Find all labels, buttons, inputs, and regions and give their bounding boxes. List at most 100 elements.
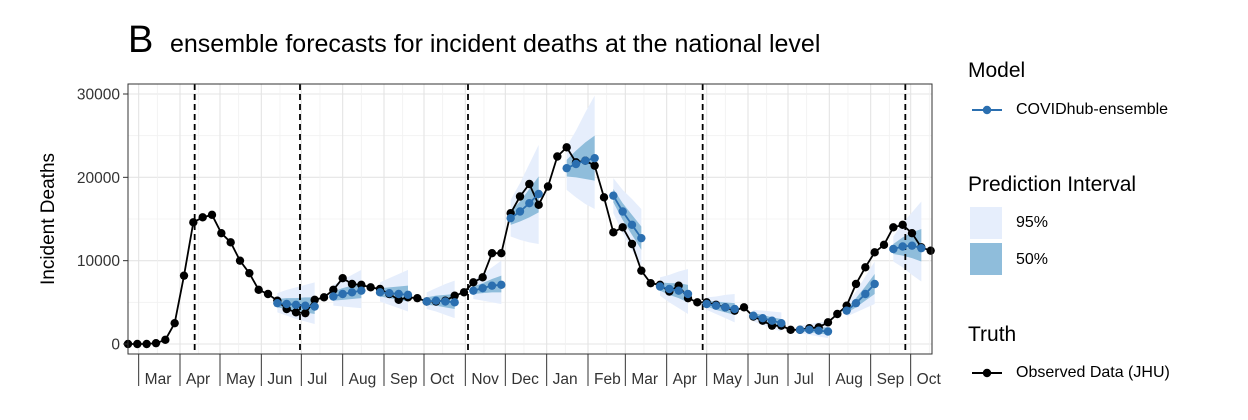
ensemble-line [426,299,455,304]
x-tick-label: Jun [754,371,779,388]
legend-95-swatch [970,207,1002,239]
ensemble-point [898,242,907,251]
observed-point [459,288,469,297]
ensemble-point [889,244,898,254]
observed-point [497,248,506,258]
ensemble-point [487,281,497,290]
observed-point [693,298,702,307]
ensemble-point [422,297,431,306]
x-tick-label: Mar [145,371,172,388]
legend-50-label: 50% [1016,251,1049,268]
observed-point [394,295,403,305]
observed-point [739,303,749,312]
observed-point [562,143,571,152]
ensemble-line [706,303,735,310]
legend-95-label: 95% [1016,214,1049,231]
ensemble-point [758,313,767,323]
x-tick-label: Aug [835,371,863,388]
ensemble-point [907,241,917,250]
observed-point [347,279,357,289]
observed-point [907,228,917,238]
panel-letter: B [128,19,154,61]
observed-point [235,256,245,265]
ensemble-line [566,157,595,169]
observed-point [133,339,142,349]
x-tick-label: Jun [267,371,292,388]
x-axis: Mar Apr May Jun Jul Aug Sep Oct Nov Dec Jan Feb Mar A… [138,354,941,388]
observed-point [198,213,207,222]
ensemble-point [375,288,385,297]
x-tick-label: Jul [794,371,814,388]
x-tick-label: Dec [511,371,539,388]
ensemble-point [450,298,459,307]
legend-model-title: Model [968,59,1026,82]
x-tick-label: Aug [349,371,377,388]
ensemble-point [497,280,506,290]
x-tick-label: Jan [553,371,578,388]
x-tick-label: Feb [594,371,621,388]
observed-point [469,278,478,287]
ensemble-point [674,286,683,295]
ensemble-line [800,328,829,333]
ensemble-line [612,195,643,239]
ensemble-point [329,292,338,301]
observed-point [851,279,861,289]
ensemble-point [637,233,646,243]
x-tick-label: Sep [877,371,905,388]
ensemble-point [571,159,581,169]
observed-point [189,218,198,227]
ensemble-point [515,207,525,216]
observed-point [553,152,562,161]
observed-point [646,278,655,288]
observed-point [170,318,179,328]
x-tick-label: Jul [307,371,327,388]
ensemble-line [753,314,782,325]
observed-point [898,220,907,230]
observed-point [207,210,217,220]
ensemble-point [347,288,357,297]
ensemble-line [893,244,922,250]
observed-point [861,263,870,272]
x-tick-label: May [226,371,256,388]
observed-point [889,223,898,232]
legend-truth-entry: Observed Data (JHU) [1016,364,1170,381]
ensemble-point [665,284,674,294]
observed-point [786,325,795,335]
ensemble-point [767,316,777,325]
ensemble-point [403,290,413,300]
observed-point [254,285,263,295]
legend-model-entry: COVIDhub-ensemble [1016,101,1169,118]
ensemble-point [338,289,347,299]
ensemble-point [282,299,291,309]
observed-point [151,338,161,348]
observed-point [823,318,833,327]
ensemble-point [562,163,571,173]
legend-observed-point [982,368,992,378]
ensemble-line [846,283,876,312]
observed-point [338,273,347,283]
ensemble-point [469,286,478,295]
observed-point [142,339,151,349]
x-tick-label: May [713,371,743,388]
ensemble-point [478,283,487,293]
ensemble-point [273,298,282,308]
observed-point [543,182,553,191]
ensemble-point [842,306,851,315]
observed-point [618,223,627,232]
ensemble-point [581,156,590,165]
x-tick-label: Sep [390,371,418,388]
observed-point [525,179,534,189]
observed-point [833,309,842,319]
observed-point [161,335,170,345]
y-tick-label: 10000 [77,253,120,270]
ensemble-point [590,153,599,163]
ensemble-point [357,286,366,295]
ensemble-point [805,325,814,335]
observed-point [319,293,329,302]
plot-border [127,83,933,355]
ensemble-line [473,283,502,292]
observed-point [245,268,254,278]
observed-point [637,266,646,275]
ensemble-line [379,291,409,296]
observed-point [487,248,497,258]
